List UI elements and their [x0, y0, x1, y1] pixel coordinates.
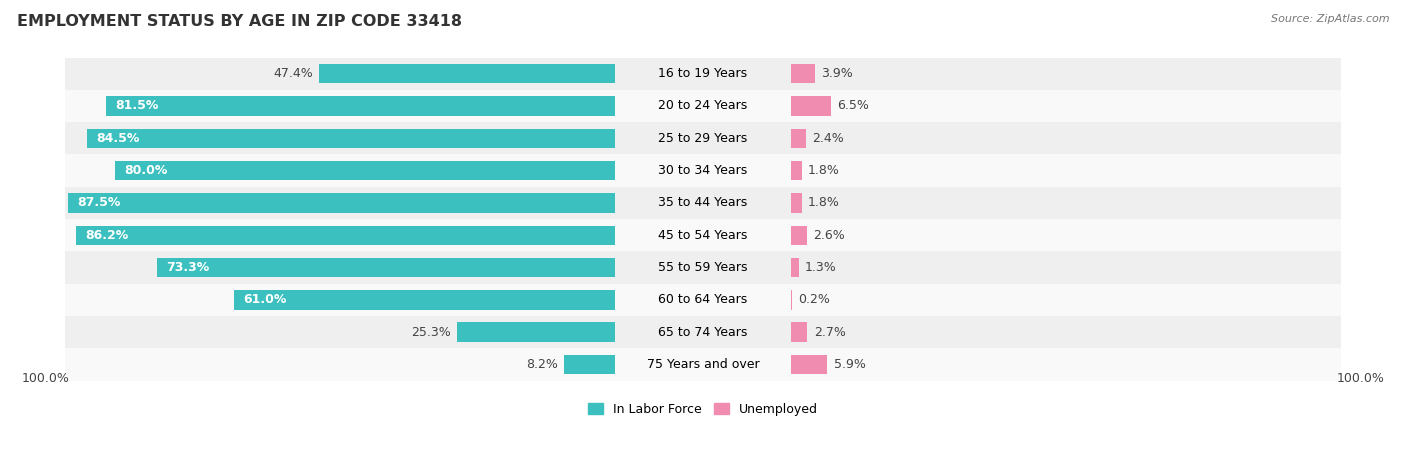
Text: 6.5%: 6.5% [838, 100, 869, 112]
Bar [65, 284, 1341, 316]
Text: 0.2%: 0.2% [799, 293, 830, 306]
Bar [65, 154, 1341, 187]
Text: 2.4%: 2.4% [811, 132, 844, 145]
Text: 60 to 64 Years: 60 to 64 Years [658, 293, 748, 306]
Text: 75 Years and over: 75 Years and over [647, 358, 759, 371]
Bar [790, 64, 815, 83]
Text: 1.8%: 1.8% [808, 164, 839, 177]
Text: 55 to 59 Years: 55 to 59 Years [658, 261, 748, 274]
Text: 30 to 34 Years: 30 to 34 Years [658, 164, 748, 177]
Text: 81.5%: 81.5% [115, 100, 159, 112]
Legend: In Labor Force, Unemployed: In Labor Force, Unemployed [583, 398, 823, 421]
Bar [65, 122, 1341, 154]
Text: 25.3%: 25.3% [411, 326, 451, 339]
Bar [65, 348, 1341, 381]
Bar [65, 187, 1341, 219]
Text: 47.4%: 47.4% [273, 67, 312, 80]
Bar [790, 322, 807, 342]
Bar [65, 219, 1341, 251]
Bar [790, 226, 807, 245]
Text: 5.9%: 5.9% [834, 358, 866, 371]
Text: 86.2%: 86.2% [86, 229, 129, 242]
Text: 45 to 54 Years: 45 to 54 Years [658, 229, 748, 242]
Bar [157, 258, 616, 277]
Text: 16 to 19 Years: 16 to 19 Years [658, 67, 748, 80]
Text: 84.5%: 84.5% [96, 132, 139, 145]
Text: 2.6%: 2.6% [813, 229, 845, 242]
Bar [790, 129, 806, 148]
Bar [76, 226, 616, 245]
Bar [790, 193, 801, 212]
Text: 87.5%: 87.5% [77, 197, 121, 209]
Text: 20 to 24 Years: 20 to 24 Years [658, 100, 748, 112]
Bar [790, 355, 828, 374]
Text: 73.3%: 73.3% [166, 261, 209, 274]
Text: 65 to 74 Years: 65 to 74 Years [658, 326, 748, 339]
Text: 61.0%: 61.0% [243, 293, 287, 306]
Text: EMPLOYMENT STATUS BY AGE IN ZIP CODE 33418: EMPLOYMENT STATUS BY AGE IN ZIP CODE 334… [17, 14, 463, 28]
Bar [67, 193, 616, 212]
Text: 100.0%: 100.0% [1337, 373, 1385, 386]
Bar [319, 64, 616, 83]
Text: 8.2%: 8.2% [526, 358, 558, 371]
Text: Source: ZipAtlas.com: Source: ZipAtlas.com [1271, 14, 1389, 23]
Bar [65, 316, 1341, 348]
Text: 25 to 29 Years: 25 to 29 Years [658, 132, 748, 145]
Bar [65, 90, 1341, 122]
Bar [790, 97, 831, 116]
Text: 35 to 44 Years: 35 to 44 Years [658, 197, 748, 209]
Text: 2.7%: 2.7% [814, 326, 845, 339]
Text: 3.9%: 3.9% [821, 67, 853, 80]
Bar [457, 322, 616, 342]
Bar [65, 58, 1341, 90]
Bar [65, 251, 1341, 284]
Text: 100.0%: 100.0% [21, 373, 69, 386]
Bar [105, 97, 616, 116]
Text: 80.0%: 80.0% [125, 164, 167, 177]
Bar [790, 258, 799, 277]
Text: 1.3%: 1.3% [806, 261, 837, 274]
Bar [564, 355, 616, 374]
Bar [790, 161, 801, 180]
Bar [87, 129, 616, 148]
Bar [233, 290, 616, 309]
Bar [115, 161, 616, 180]
Text: 1.8%: 1.8% [808, 197, 839, 209]
